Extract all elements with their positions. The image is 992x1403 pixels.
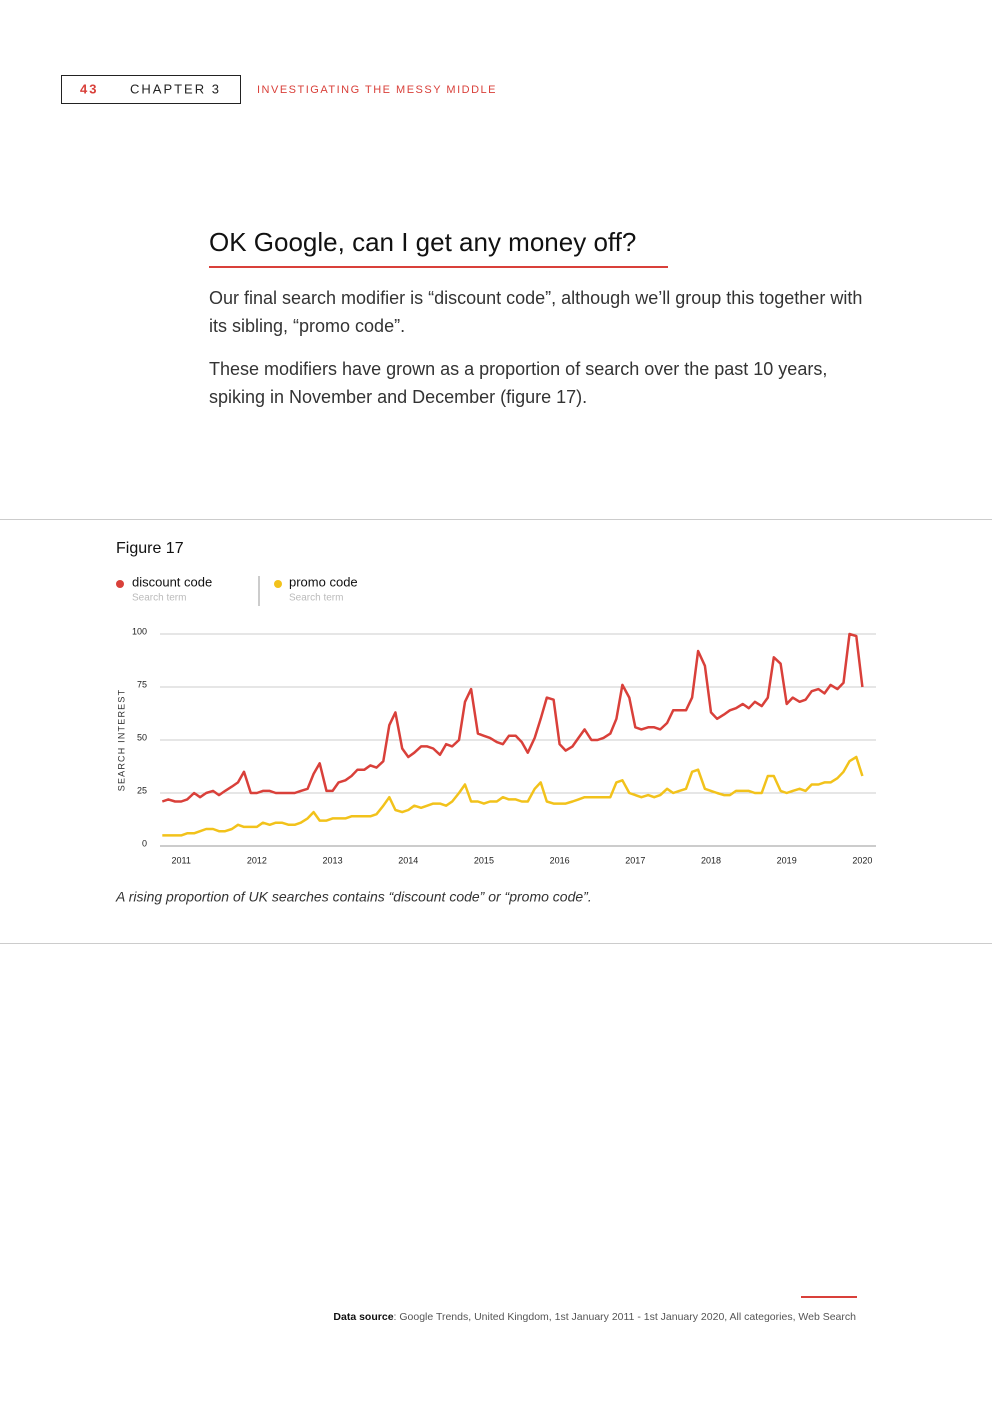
y-tick-label: 50: [137, 732, 147, 742]
legend-subtitle: Search term: [289, 593, 343, 604]
x-tick-label: 2012: [247, 855, 267, 865]
header-box: [61, 75, 241, 104]
legend-label: discount code: [132, 574, 212, 589]
y-axis-label: SEARCH INTEREST: [116, 689, 126, 792]
source-label: Data source: [333, 1311, 393, 1323]
legend-marker: [116, 580, 124, 588]
x-tick-label: 2018: [701, 855, 721, 865]
y-tick-label: 25: [137, 785, 147, 795]
heading: OK Google, can I get any money off?: [209, 227, 636, 257]
y-tick-label: 0: [142, 838, 147, 848]
x-tick-label: 2011: [172, 855, 191, 865]
chapter: CHAPTER 3: [130, 81, 221, 96]
page-number: 43: [80, 81, 98, 96]
x-tick-label: 2014: [398, 855, 418, 865]
legend-label: promo code: [289, 574, 358, 589]
x-tick-label: 2020: [852, 855, 872, 865]
legend-marker: [274, 580, 282, 588]
x-tick-label: 2016: [550, 855, 570, 865]
source-text: : Google Trends, United Kingdom, 1st Jan…: [394, 1311, 857, 1323]
x-tick-label: 2017: [625, 855, 645, 865]
data-source: Data source: Google Trends, United Kingd…: [333, 1311, 856, 1323]
y-tick-label: 100: [132, 626, 147, 636]
figure-label: Figure 17: [116, 540, 184, 557]
caption: A rising proportion of UK searches conta…: [115, 889, 592, 905]
line-series: [162, 755, 864, 837]
paragraph: Our final search modifier is “discount c…: [209, 288, 863, 336]
paragraph: These modifiers have grown as a proporti…: [209, 359, 828, 407]
x-tick-label: 2013: [323, 855, 343, 865]
section: INVESTIGATING THE MESSY MIDDLE: [257, 84, 497, 96]
legend-subtitle: Search term: [132, 593, 186, 604]
y-tick-label: 75: [137, 679, 147, 689]
x-tick-label: 2019: [777, 855, 797, 865]
line-series: [161, 632, 864, 803]
x-tick-label: 2015: [474, 855, 494, 865]
